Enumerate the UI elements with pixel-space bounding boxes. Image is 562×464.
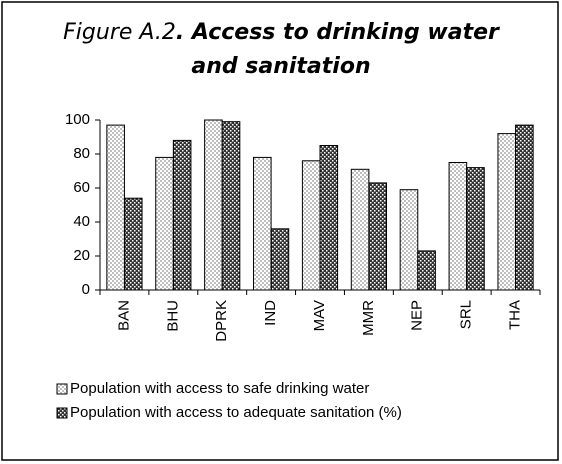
- bar: [497, 133, 517, 291]
- bar: [466, 167, 485, 291]
- x-tick-label: DPRK: [213, 300, 230, 342]
- bar: [515, 124, 534, 291]
- x-tick-label: THA: [507, 300, 524, 330]
- title-text: . Access to drinking water and sanitatio…: [175, 20, 499, 79]
- y-tick-label: 80: [73, 145, 90, 162]
- bar: [319, 145, 339, 291]
- title-label: Figure A.2: [63, 20, 176, 45]
- bar: [253, 156, 272, 291]
- bar: [221, 121, 241, 291]
- bar: [270, 228, 290, 291]
- x-tick-label: BAN: [115, 300, 132, 331]
- legend-swatch: [56, 383, 68, 395]
- y-tick-label: 60: [73, 179, 90, 196]
- x-tick-label: MMR: [360, 300, 377, 336]
- bar: [172, 139, 192, 291]
- bar: [448, 162, 468, 291]
- x-tick-label: IND: [262, 300, 279, 326]
- legend-label: Population with access to safe drinking …: [70, 380, 369, 397]
- bar: [204, 119, 223, 291]
- title-box: Figure A.2. Access to drinking water and…: [40, 16, 522, 84]
- bar: [106, 124, 125, 291]
- bar: [350, 168, 370, 291]
- bar: [368, 182, 387, 291]
- y-tick-label: 20: [73, 247, 90, 264]
- x-tick-label: MAV: [311, 300, 328, 331]
- bar: [155, 156, 174, 291]
- y-tick-label: 0: [82, 281, 90, 298]
- x-tick-label: BHU: [164, 300, 181, 332]
- bar: [301, 160, 321, 291]
- x-tick-label: SRL: [458, 300, 475, 329]
- y-tick-label: 40: [73, 213, 90, 230]
- chart-title: Figure A.2. Access to drinking water and…: [40, 16, 522, 84]
- legend-swatch: [56, 407, 68, 419]
- legend-label: Population with access to adequate sanit…: [70, 404, 402, 421]
- bar: [399, 189, 419, 291]
- y-tick-label: 100: [65, 111, 90, 128]
- bar: [417, 250, 436, 291]
- x-tick-label: NEP: [409, 300, 426, 331]
- bar: [123, 197, 143, 291]
